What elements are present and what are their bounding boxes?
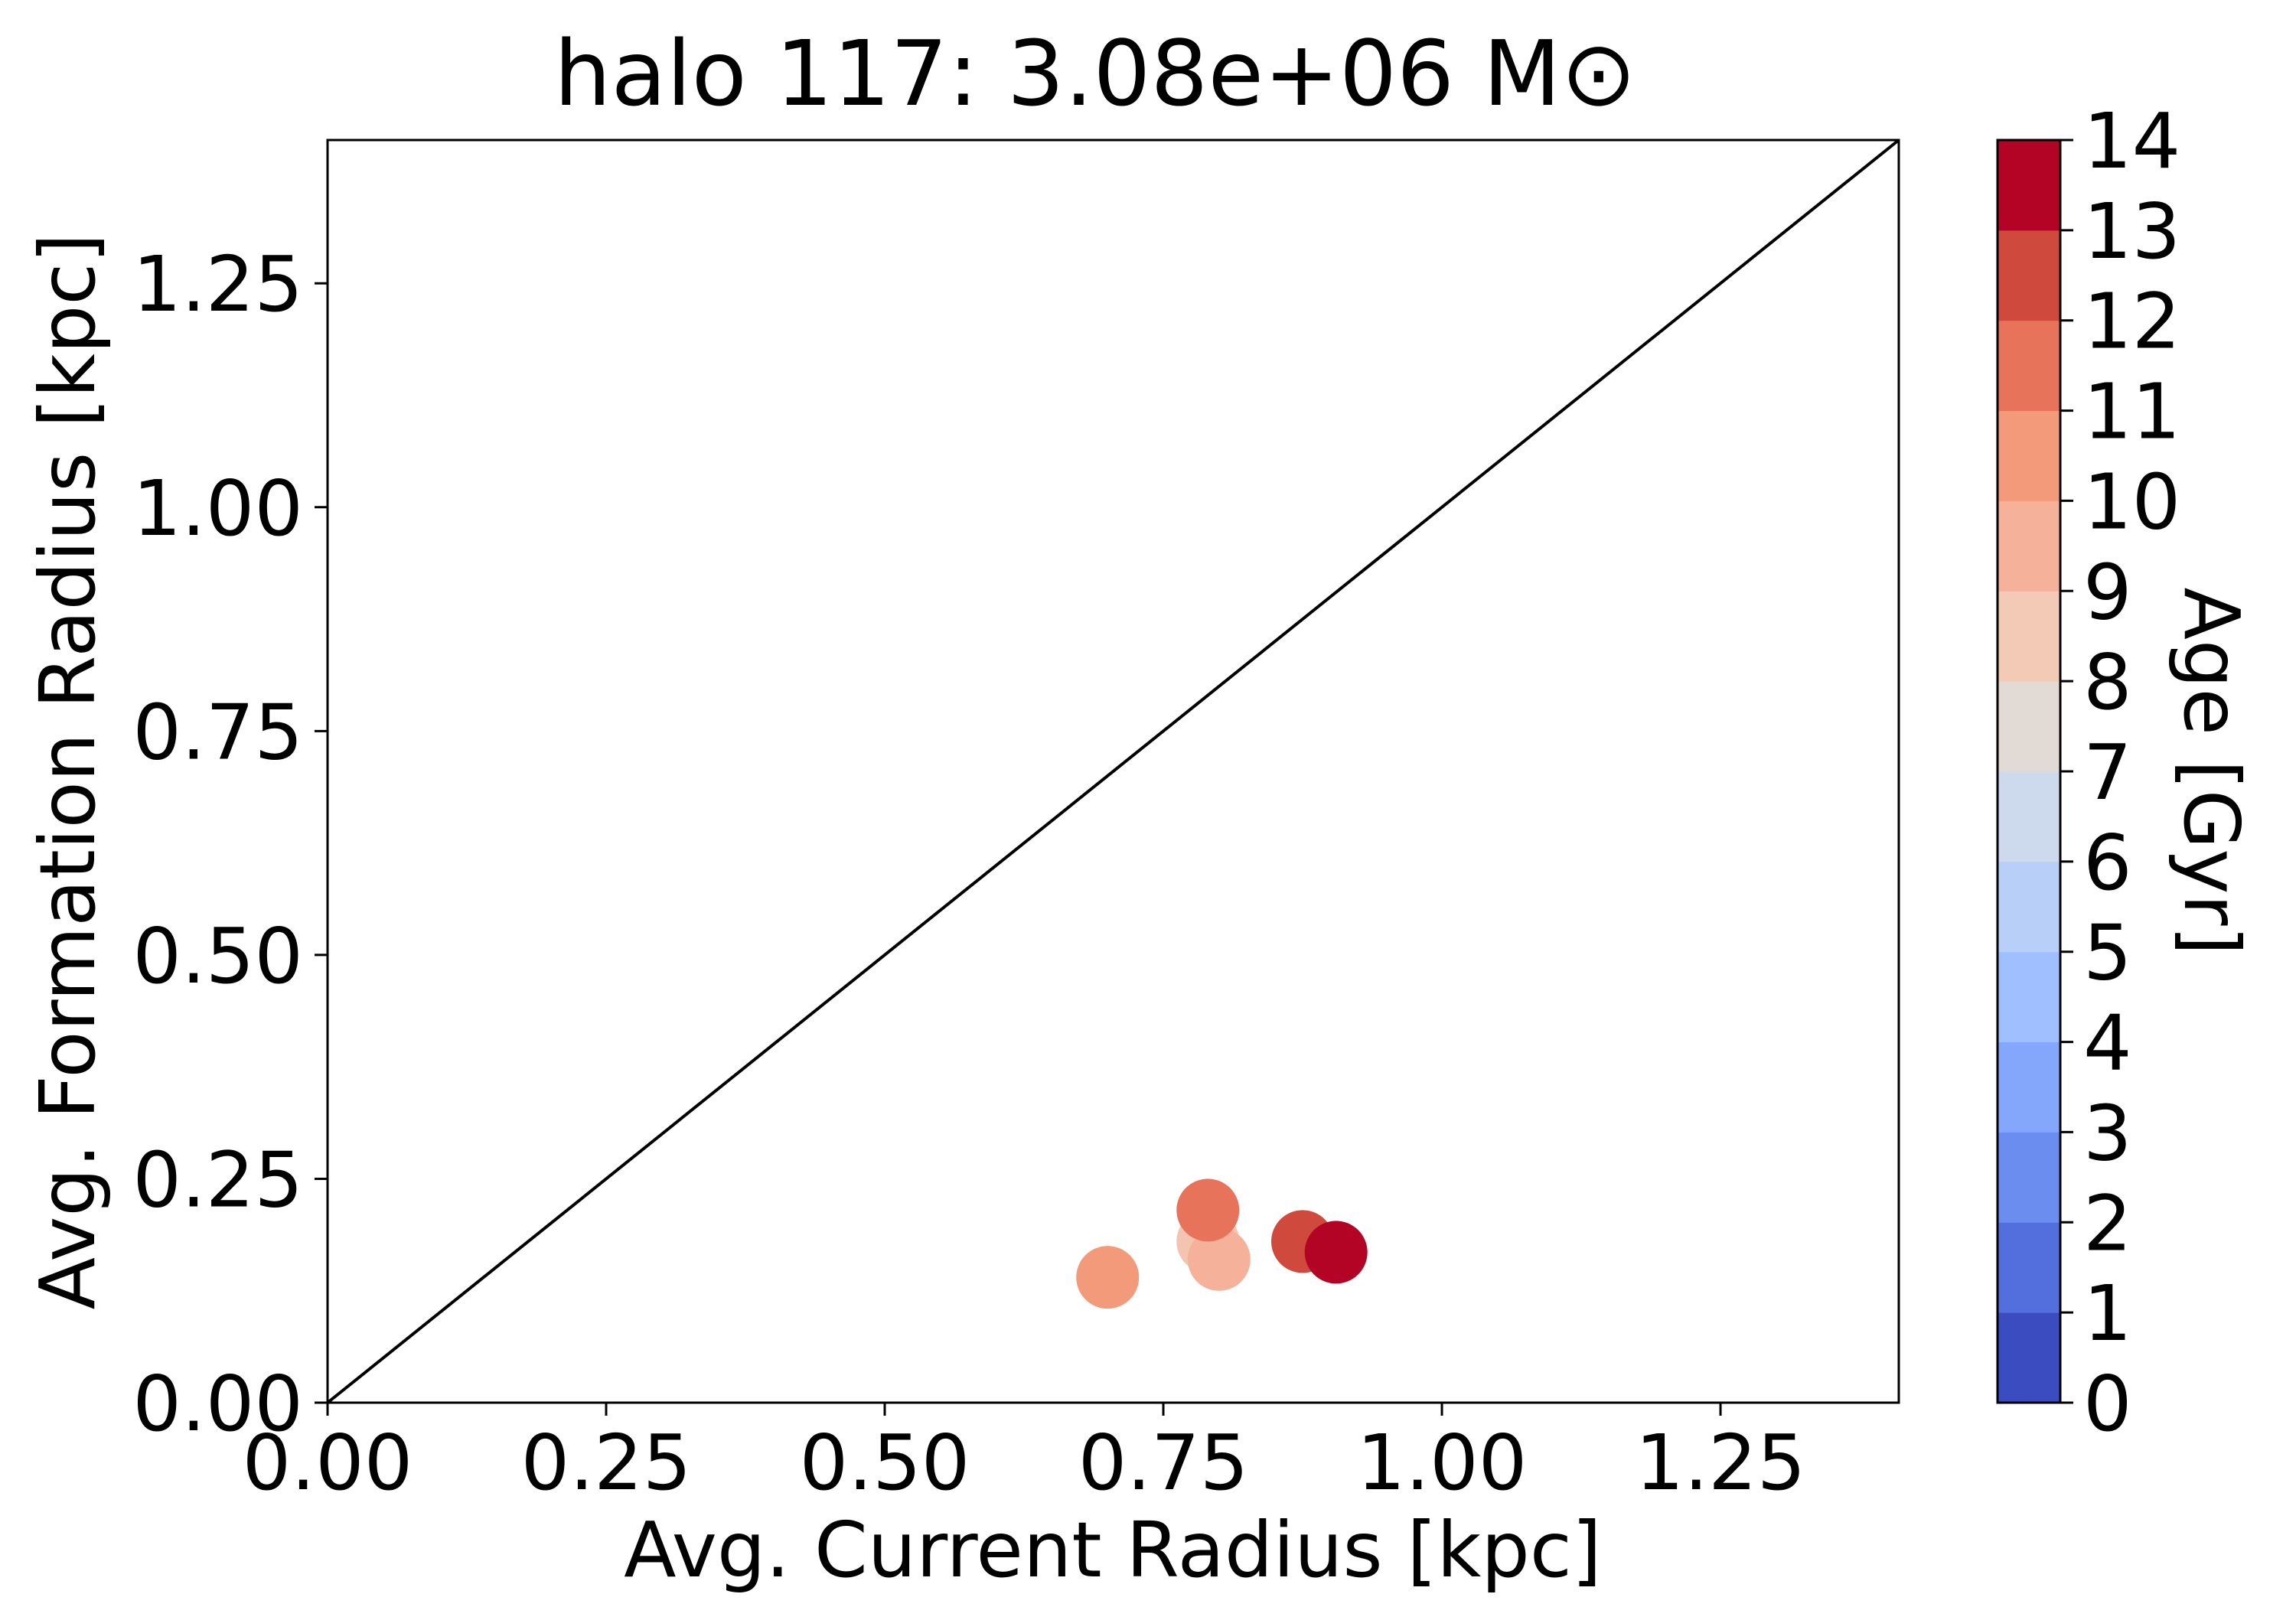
colorbar-tick-label: 14 <box>2083 96 2180 186</box>
y-tick-label: 1.25 <box>132 240 303 329</box>
plot-frame <box>326 139 1900 1404</box>
x-tick-label: 1.00 <box>1357 1418 1528 1508</box>
colorbar-segment <box>1998 140 2060 231</box>
y-tick-label: 0.25 <box>132 1135 303 1224</box>
x-tick-label: 1.25 <box>1636 1418 1806 1508</box>
data-point <box>1176 1178 1240 1242</box>
colorbar-tick-label: 0 <box>2083 1359 2132 1449</box>
colorbar-tick-label: 3 <box>2083 1088 2132 1178</box>
y-axis-label: Avg. Formation Radius [kpc] <box>23 233 113 1310</box>
colorbar-tick-label: 1 <box>2083 1269 2132 1358</box>
colorbar-tick-label: 12 <box>2083 277 2180 367</box>
colorbar-segment <box>1998 500 2060 592</box>
colorbar-segment <box>1998 681 2060 772</box>
colorbar-tick-label: 7 <box>2083 728 2132 817</box>
x-tick-label: 0.25 <box>521 1418 692 1508</box>
y-tick-label: 0.75 <box>132 687 303 777</box>
data-point <box>1187 1227 1251 1291</box>
x-tick-label: 0.00 <box>243 1418 413 1508</box>
colorbar-tick-label: 11 <box>2083 367 2180 457</box>
colorbar-tick-label: 4 <box>2083 999 2132 1088</box>
x-axis-label: Avg. Current Radius [kpc] <box>624 1505 1602 1595</box>
y-tick-label: 1.00 <box>132 464 303 553</box>
y-tick-label: 0.00 <box>132 1359 303 1449</box>
colorbar-segment <box>1998 1312 2060 1403</box>
colorbar-segment <box>1998 861 2060 953</box>
y-tick-label: 0.50 <box>132 911 303 1001</box>
colorbar-tick-label: 10 <box>2083 457 2180 546</box>
colorbar-segment <box>1998 1222 2060 1313</box>
colorbar-tick-label: 2 <box>2083 1178 2132 1268</box>
colorbar-tick-label: 9 <box>2083 547 2132 637</box>
colorbar-tick-label: 6 <box>2083 818 2132 908</box>
colorbar-segment <box>1998 771 2060 862</box>
colorbar-tick-label: 5 <box>2083 908 2132 998</box>
colorbar-segment <box>1998 1041 2060 1133</box>
colorbar-frame <box>1996 139 2062 1404</box>
colorbar-segment <box>1998 1132 2060 1223</box>
data-point <box>1304 1221 1368 1284</box>
colorbar-segment <box>1998 230 2060 321</box>
colorbar-segment <box>1998 951 2060 1043</box>
x-tick-label: 0.50 <box>800 1418 970 1508</box>
plot-area: 0.00 0.25 0.50 0.75 1.00 1.25 0.00 0.25 0.50 0.75… <box>132 139 1900 1508</box>
data-point <box>1076 1246 1140 1309</box>
colorbar-segment <box>1998 591 2060 682</box>
one-to-one-line <box>326 139 1900 1404</box>
chart-title: halo 117: 3.08e+06 M⊙ <box>554 21 1637 126</box>
colorbar-label: Age [Gyr] <box>2167 587 2256 955</box>
colorbar-tick-label: 8 <box>2083 637 2132 727</box>
colorbar-tick-label: 13 <box>2083 187 2180 276</box>
x-tick-label: 0.75 <box>1078 1418 1249 1508</box>
colorbar-segment <box>1998 320 2060 412</box>
colorbar-segment <box>1998 410 2060 501</box>
